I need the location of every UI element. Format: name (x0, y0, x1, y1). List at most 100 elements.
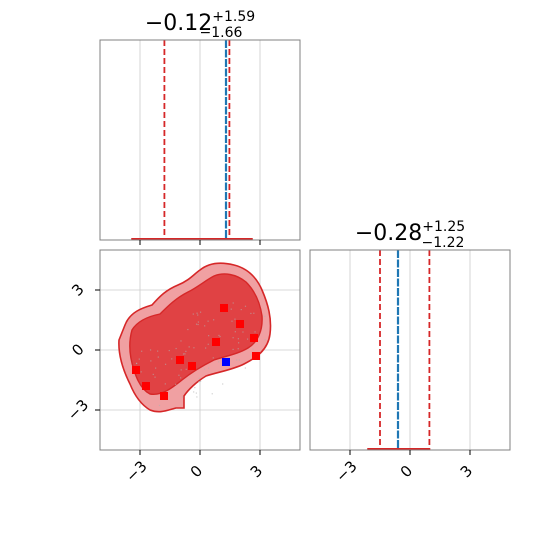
hist-panel-2-lines (379, 250, 431, 450)
density-speck (193, 391, 195, 393)
joint-y-tick-label: 3 (68, 280, 87, 299)
sample-marker (250, 334, 258, 342)
density-speck (198, 380, 200, 383)
density-speck (180, 340, 182, 342)
density-speck (196, 312, 198, 314)
param-2-median: −0.28 (355, 221, 422, 246)
density-speck (231, 320, 233, 322)
hist1-histogram-step (131, 238, 253, 240)
joint-panel: −3 −3 0 0 3 3 (64, 249, 301, 486)
density-speck (211, 393, 213, 395)
density-speck (230, 308, 232, 310)
density-speck (246, 338, 249, 340)
density-speck (264, 315, 266, 317)
param-2-title: −0.28+1.25 −1.22 (355, 219, 465, 251)
density-speck (207, 343, 209, 345)
truth-marker (222, 358, 230, 366)
sample-marker (220, 304, 228, 312)
density-speck (168, 349, 170, 352)
density-speck (197, 321, 199, 323)
density-speck (234, 318, 236, 320)
density-speck (133, 375, 135, 377)
density-speck (149, 349, 152, 351)
hist-panel-1-ticks (139, 240, 261, 245)
hist-panel-2-ticks: −3 0 3 (332, 450, 476, 486)
joint-x-tick-label: 3 (247, 462, 266, 481)
density-speck (188, 346, 190, 348)
density-speck (198, 377, 200, 379)
param-1-lower-error: −1.66 (200, 25, 243, 41)
density-speck (178, 374, 180, 376)
density-speck (197, 323, 199, 326)
density-speck (150, 360, 152, 362)
density-speck (140, 371, 142, 373)
density-speck (252, 348, 254, 350)
density-speck (197, 314, 199, 316)
hist2-tick-label: 0 (397, 462, 416, 481)
density-speck (155, 367, 157, 369)
hist-panel-1-bars (131, 238, 253, 240)
hist-panel-2-bars (367, 448, 429, 450)
density-speck (232, 348, 234, 351)
density-speck (212, 357, 214, 359)
hist2-histogram-step (367, 448, 429, 450)
param-1-upper-error: +1.59 (212, 9, 255, 25)
hist2-tick-label: 3 (457, 462, 476, 481)
density-speck (175, 347, 177, 350)
density-speck (184, 353, 186, 355)
density-speck (244, 367, 246, 369)
sample-marker (176, 356, 184, 364)
density-speck (182, 353, 185, 355)
sample-marker (132, 366, 140, 374)
density-speck (253, 312, 255, 314)
density-speck (218, 361, 220, 363)
density-speck (218, 334, 220, 337)
density-speck (164, 363, 167, 365)
density-speck (187, 328, 189, 331)
density-speck (171, 358, 173, 360)
hist-panel-1: −0.12+1.59 −1.66 (99, 9, 301, 245)
density-speck (199, 380, 202, 382)
density-speck (232, 302, 234, 304)
density-speck (250, 312, 252, 315)
hist2-tick-label: −3 (332, 457, 360, 485)
param-1-median: −0.12 (145, 11, 212, 36)
contour-inner-region (129, 273, 263, 395)
joint-y-tick-label: 0 (68, 340, 87, 359)
density-speck (219, 335, 221, 338)
sample-markers (132, 304, 260, 400)
density-speck (199, 311, 202, 313)
density-speck (141, 350, 143, 352)
density-speck (192, 313, 194, 315)
density-speck (154, 376, 156, 378)
joint-x-tick-label: 0 (187, 462, 206, 481)
density-speck (207, 320, 209, 322)
density-speck (203, 368, 206, 370)
density-speck (238, 359, 240, 361)
density-speck (193, 347, 195, 349)
density-speck (240, 308, 242, 311)
density-speck (242, 331, 244, 333)
sample-marker (236, 320, 244, 328)
density-speck (194, 387, 196, 389)
density-speck (196, 396, 198, 398)
density-speck (175, 383, 177, 385)
joint-y-tick-label: −3 (64, 396, 92, 424)
density-speck (152, 373, 154, 376)
density-speck (264, 339, 266, 341)
density-speck (232, 337, 234, 339)
density-speck (185, 368, 187, 370)
density-speck (157, 350, 159, 352)
hist-panel-1-lines (163, 40, 231, 240)
density-speck (164, 383, 166, 385)
density-speck (195, 392, 197, 394)
density-speck (204, 325, 206, 327)
density-speck (180, 369, 182, 371)
hist-panel-2-grid (349, 250, 471, 450)
density-contours (118, 262, 272, 413)
density-speck (244, 305, 247, 307)
density-speck (222, 383, 224, 385)
density-speck (236, 359, 238, 361)
sample-marker (252, 352, 260, 360)
